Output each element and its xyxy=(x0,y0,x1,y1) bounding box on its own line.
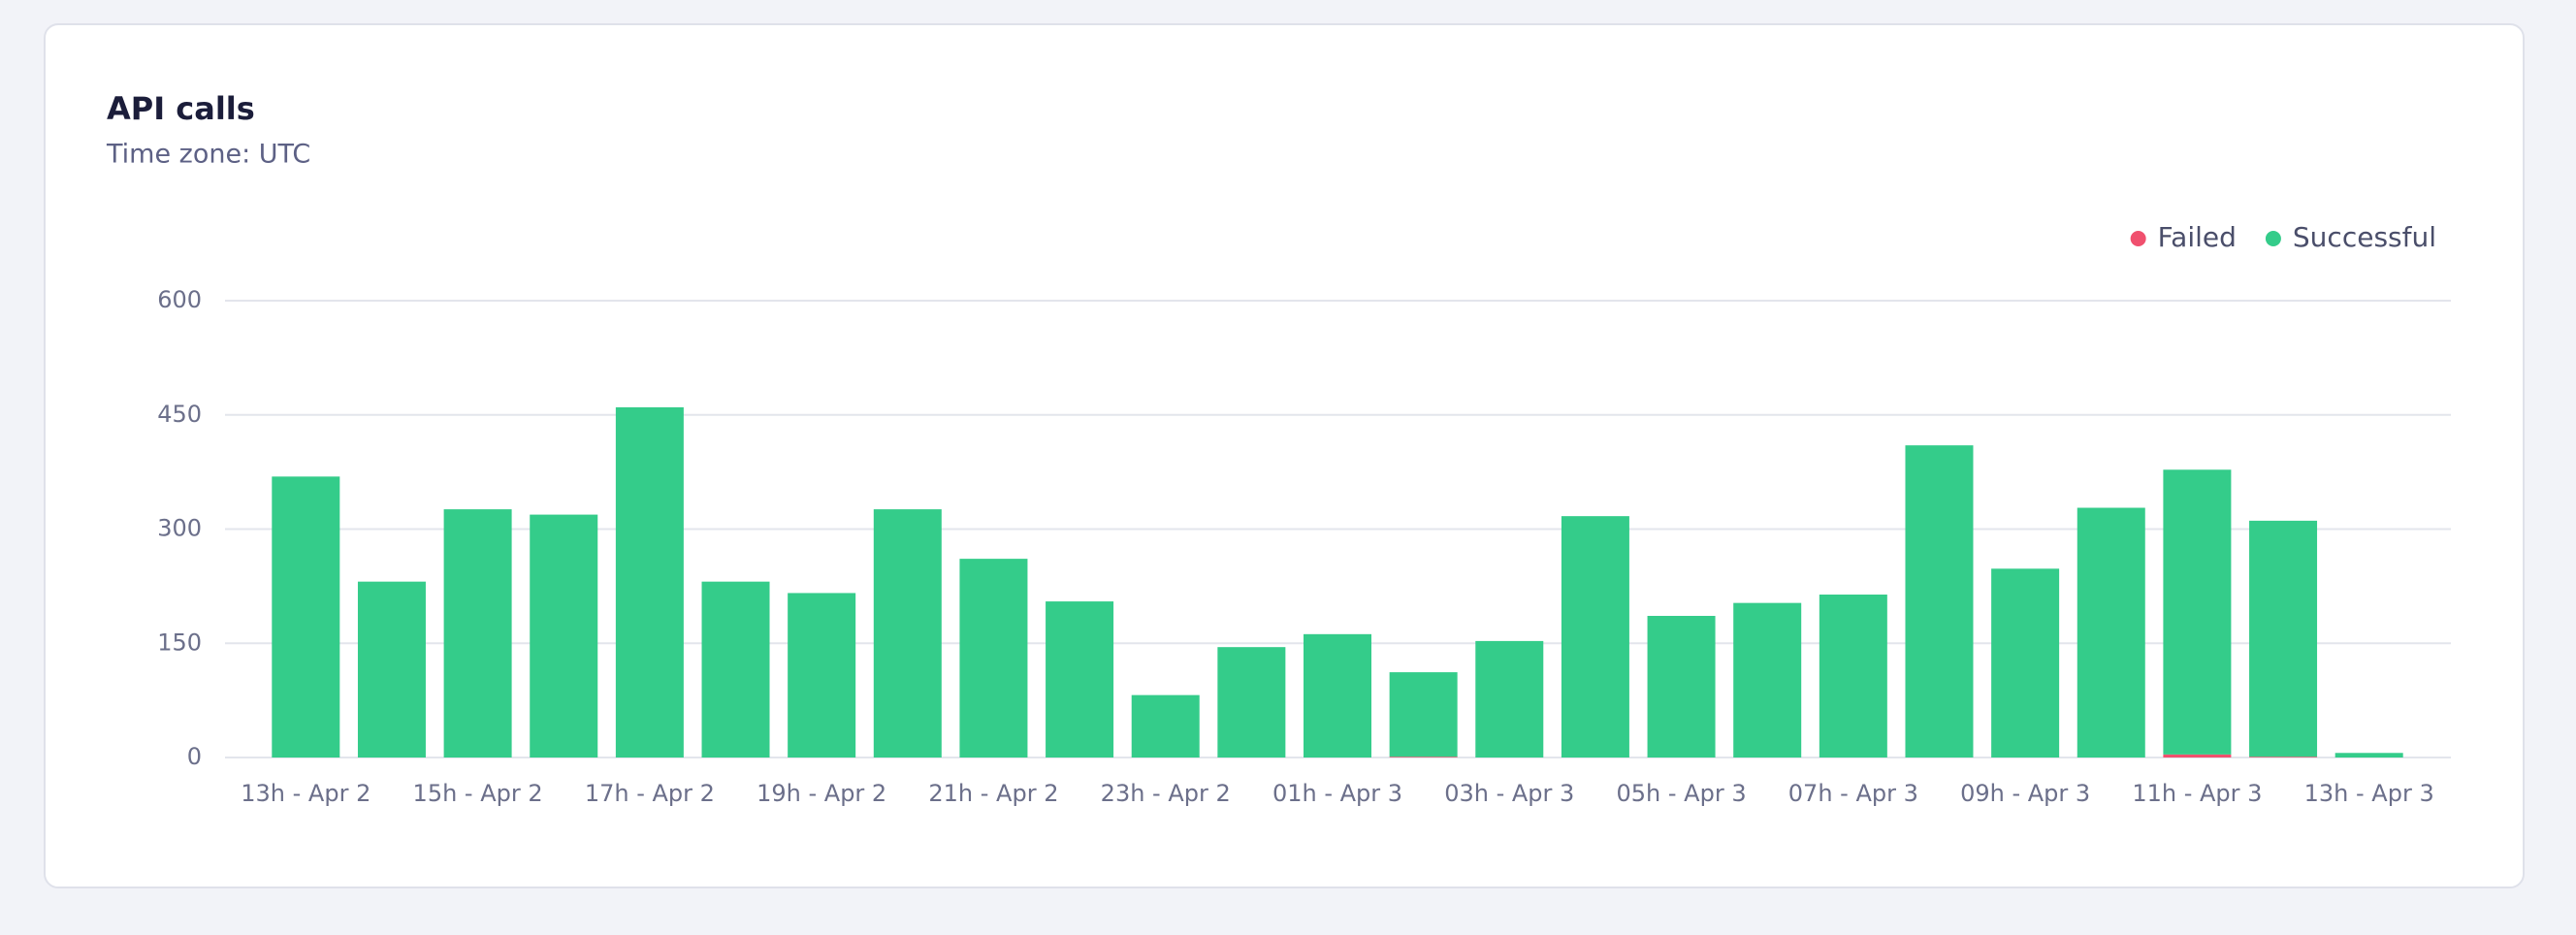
y-tick-label: 450 xyxy=(157,401,202,428)
x-tick-label: 21h - Apr 2 xyxy=(928,780,1058,807)
bar xyxy=(2249,757,2318,758)
bar xyxy=(1217,647,1286,758)
x-tick-label: 19h - Apr 2 xyxy=(757,780,886,807)
bar xyxy=(1046,601,1114,758)
x-tick-label: 07h - Apr 3 xyxy=(1788,780,1918,807)
bar xyxy=(2163,754,2232,758)
x-tick-label: 13h - Apr 3 xyxy=(2304,780,2434,807)
x-tick-label: 13h - Apr 2 xyxy=(241,780,370,807)
chart-title: API calls xyxy=(107,90,255,127)
bar xyxy=(959,559,1028,758)
bar xyxy=(788,593,856,758)
x-tick-label: 17h - Apr 2 xyxy=(585,780,715,807)
x-tick-label: 09h - Apr 3 xyxy=(1960,780,2090,807)
bar xyxy=(1991,568,2060,758)
bar xyxy=(1389,757,1458,758)
x-tick-label: 01h - Apr 3 xyxy=(1272,780,1402,807)
x-tick-label: 15h - Apr 2 xyxy=(413,780,543,807)
bar xyxy=(701,581,770,758)
bar xyxy=(357,581,426,758)
bar xyxy=(2163,469,2232,755)
bar xyxy=(2334,753,2403,758)
bar xyxy=(1475,640,1544,758)
bar xyxy=(615,406,684,758)
chart-subtitle: Time zone: UTC xyxy=(106,140,310,170)
bar xyxy=(1304,633,1371,758)
bar xyxy=(530,514,598,758)
bar xyxy=(1131,694,1200,758)
bar xyxy=(1905,445,1974,758)
bar xyxy=(1389,672,1458,758)
x-tick-label: 03h - Apr 3 xyxy=(1444,780,1574,807)
bar xyxy=(443,509,512,758)
bar xyxy=(1647,615,1716,758)
x-tick-label: 23h - Apr 2 xyxy=(1101,780,1231,807)
bar xyxy=(2249,520,2318,758)
y-tick-label: 300 xyxy=(157,515,202,542)
legend-marker xyxy=(2130,231,2146,246)
y-tick-label: 0 xyxy=(187,743,202,770)
legend-label: Successful xyxy=(2293,221,2436,253)
y-tick-label: 150 xyxy=(157,629,202,656)
bar xyxy=(1819,595,1887,758)
bar xyxy=(272,476,340,758)
bar xyxy=(2077,507,2145,758)
legend-label: Failed xyxy=(2158,221,2237,253)
bar xyxy=(1561,516,1629,758)
y-tick-label: 600 xyxy=(157,286,202,313)
x-tick-label: 11h - Apr 3 xyxy=(2132,780,2262,807)
bar xyxy=(1733,602,1802,758)
x-tick-label: 05h - Apr 3 xyxy=(1617,780,1747,807)
legend-marker xyxy=(2265,231,2281,246)
bar xyxy=(873,509,942,758)
